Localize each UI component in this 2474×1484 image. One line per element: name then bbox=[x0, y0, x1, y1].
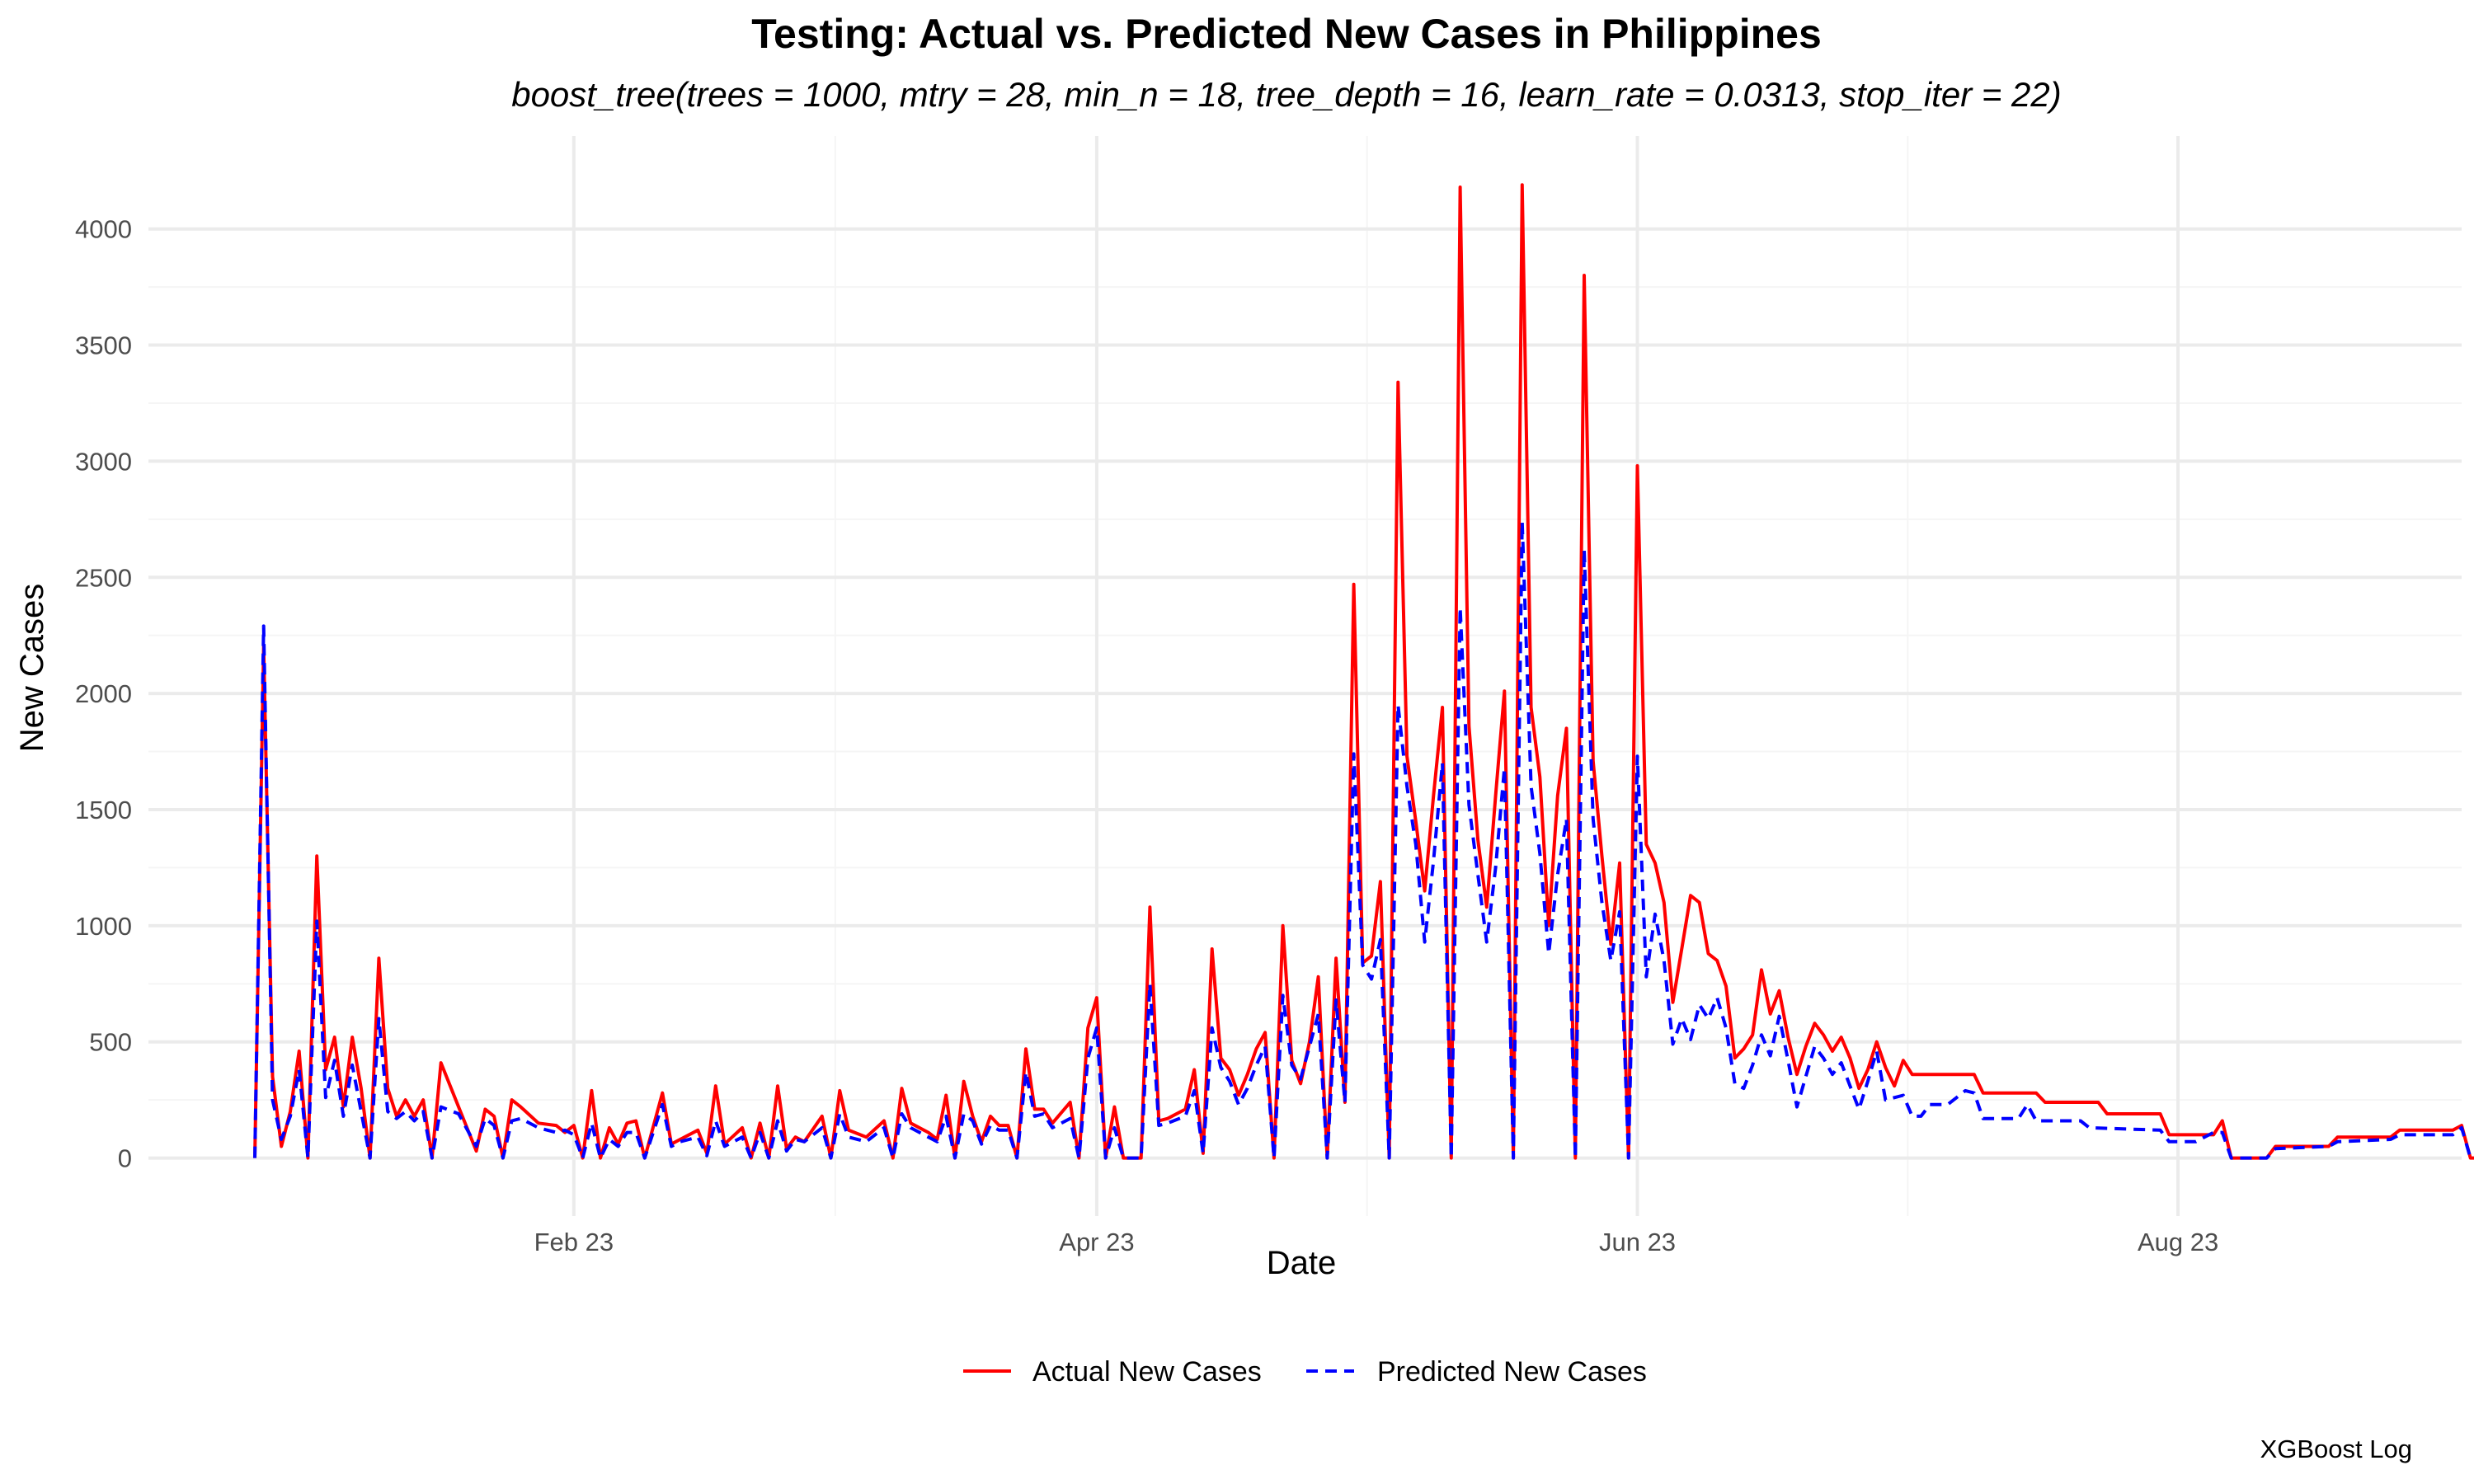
series-line-actual bbox=[253, 183, 2474, 1160]
y-tick-label: 3500 bbox=[75, 331, 132, 360]
y-tick-label: 1000 bbox=[75, 912, 132, 941]
series bbox=[253, 183, 2474, 1160]
y-axis-ticks: 0 500 1000 1500 2000 2500 3000 3500 4000 bbox=[75, 215, 132, 1173]
x-tick-label: Aug 23 bbox=[2138, 1228, 2218, 1256]
y-tick-label: 3000 bbox=[75, 447, 132, 476]
x-axis-label: Date bbox=[1267, 1245, 1337, 1281]
legend-label-actual: Actual New Cases bbox=[1032, 1356, 1262, 1388]
chart-title: Testing: Actual vs. Predicted New Cases … bbox=[751, 11, 1822, 57]
y-tick-label: 1500 bbox=[75, 796, 132, 824]
chart-caption: XGBoost Log bbox=[2260, 1435, 2412, 1463]
y-tick-label: 2500 bbox=[75, 563, 132, 592]
x-axis-ticks: Feb 23 Apr 23 Jun 23 Aug 23 bbox=[534, 1228, 2219, 1256]
y-tick-label: 2000 bbox=[75, 679, 132, 708]
y-tick-label: 0 bbox=[118, 1144, 132, 1173]
y-tick-label: 500 bbox=[89, 1028, 132, 1057]
x-tick-label: Feb 23 bbox=[534, 1228, 614, 1256]
x-tick-label: Apr 23 bbox=[1059, 1228, 1134, 1256]
legend: Actual New Cases Predicted New Cases bbox=[963, 1356, 1647, 1388]
x-tick-label: Jun 23 bbox=[1599, 1228, 1676, 1256]
y-tick-label: 4000 bbox=[75, 215, 132, 244]
y-axis-label: New Cases bbox=[14, 584, 50, 753]
series-line-predicted bbox=[253, 519, 2474, 1160]
legend-label-predicted: Predicted New Cases bbox=[1377, 1356, 1647, 1388]
chart-subtitle: boost_tree(trees = 1000, mtry = 28, min_… bbox=[511, 75, 2062, 114]
grid bbox=[148, 136, 2462, 1216]
